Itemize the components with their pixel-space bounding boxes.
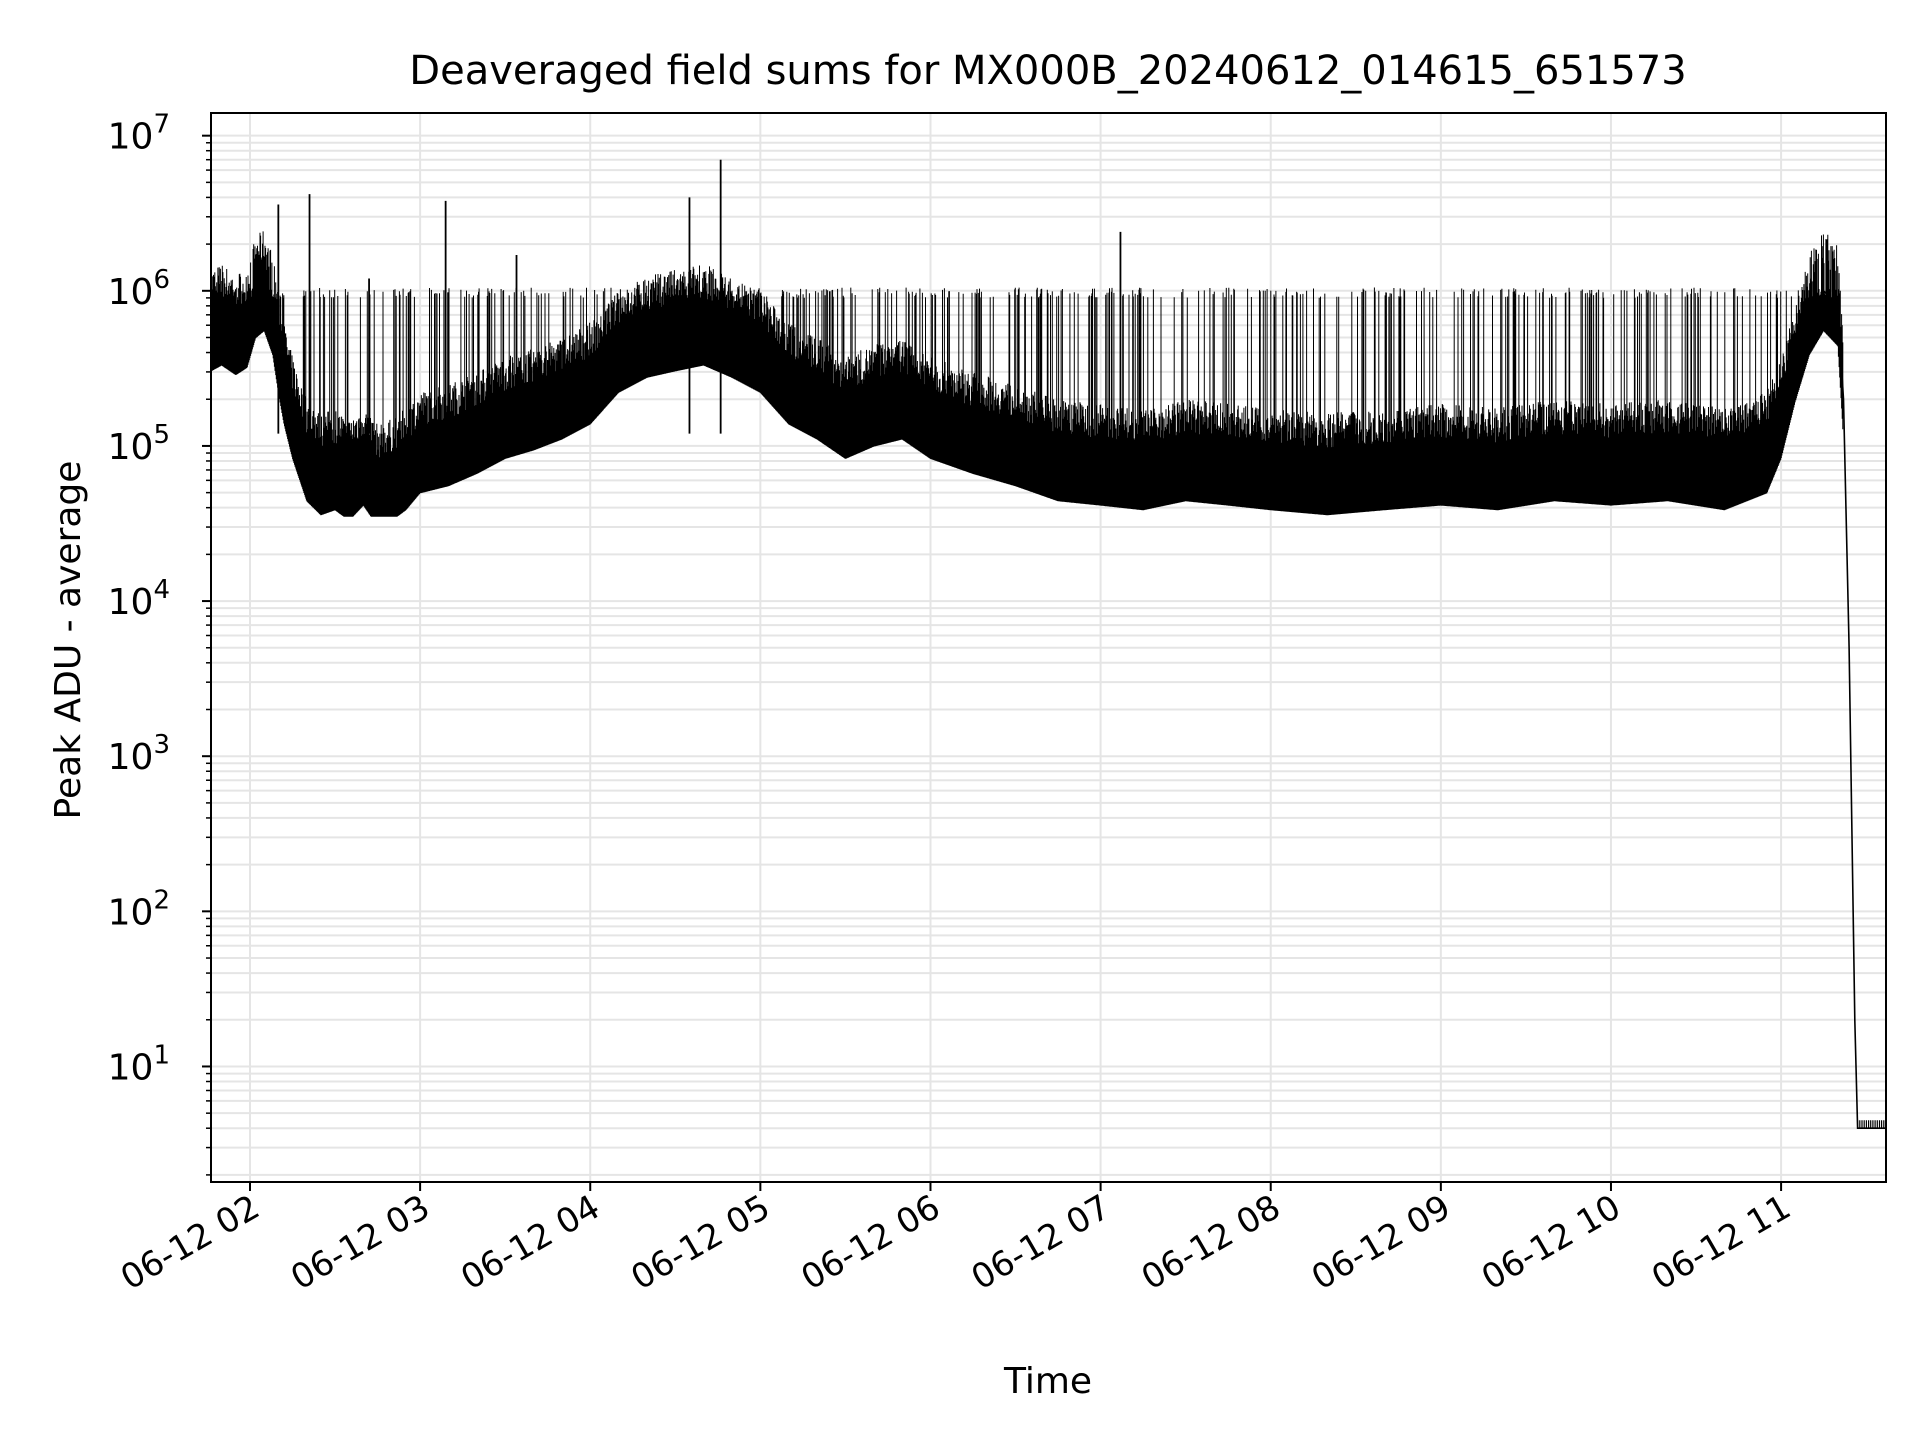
y-tick-exponent: 6	[153, 265, 170, 295]
y-tick-exponent: 3	[153, 730, 170, 760]
y-tick-label: 105	[108, 420, 170, 468]
x-tick-label: 06-12 11	[1645, 1187, 1797, 1298]
major-grid	[211, 113, 1886, 1182]
chart-title: Deaveraged field sums for MX000B_2024061…	[409, 48, 1686, 94]
x-axis: 06-12 02 06-12 03 06-12 04 06-12 05 06-12 06…	[114, 1182, 1798, 1298]
x-tick-label: 06-12 06	[795, 1187, 947, 1298]
y-tick-label: 107	[108, 110, 170, 158]
y-tick-exponent: 1	[153, 1040, 170, 1070]
y-tick-label: 103	[108, 730, 170, 778]
tail-ticks	[1857, 1120, 1887, 1129]
x-tick-label: 06-12 07	[965, 1187, 1117, 1298]
x-tick-label: 06-12 05	[624, 1187, 776, 1298]
y-tick-exponent: 7	[153, 110, 170, 140]
y-tick-label: 104	[108, 575, 170, 623]
x-tick-label: 06-12 03	[284, 1187, 436, 1298]
y-tick-exponent: 5	[153, 420, 170, 450]
y-tick-label: 101	[108, 1040, 170, 1088]
x-tick-label: 06-12 02	[114, 1187, 266, 1298]
y-tick-exponent: 2	[153, 885, 170, 915]
x-tick-label: 06-12 08	[1135, 1187, 1287, 1298]
y-axis: 101 102 103 104 105 106 107	[108, 110, 211, 1176]
x-tick-label: 06-12 09	[1305, 1187, 1457, 1298]
x-tick-label: 06-12 04	[454, 1187, 606, 1298]
y-axis-label: Peak ADU - average	[48, 461, 89, 820]
y-tick-label: 102	[108, 885, 170, 933]
y-tick-exponent: 4	[153, 575, 170, 605]
x-axis-label: Time	[1003, 1361, 1092, 1402]
y-tick-label: 106	[108, 265, 170, 313]
x-tick-label: 06-12 10	[1475, 1187, 1627, 1298]
